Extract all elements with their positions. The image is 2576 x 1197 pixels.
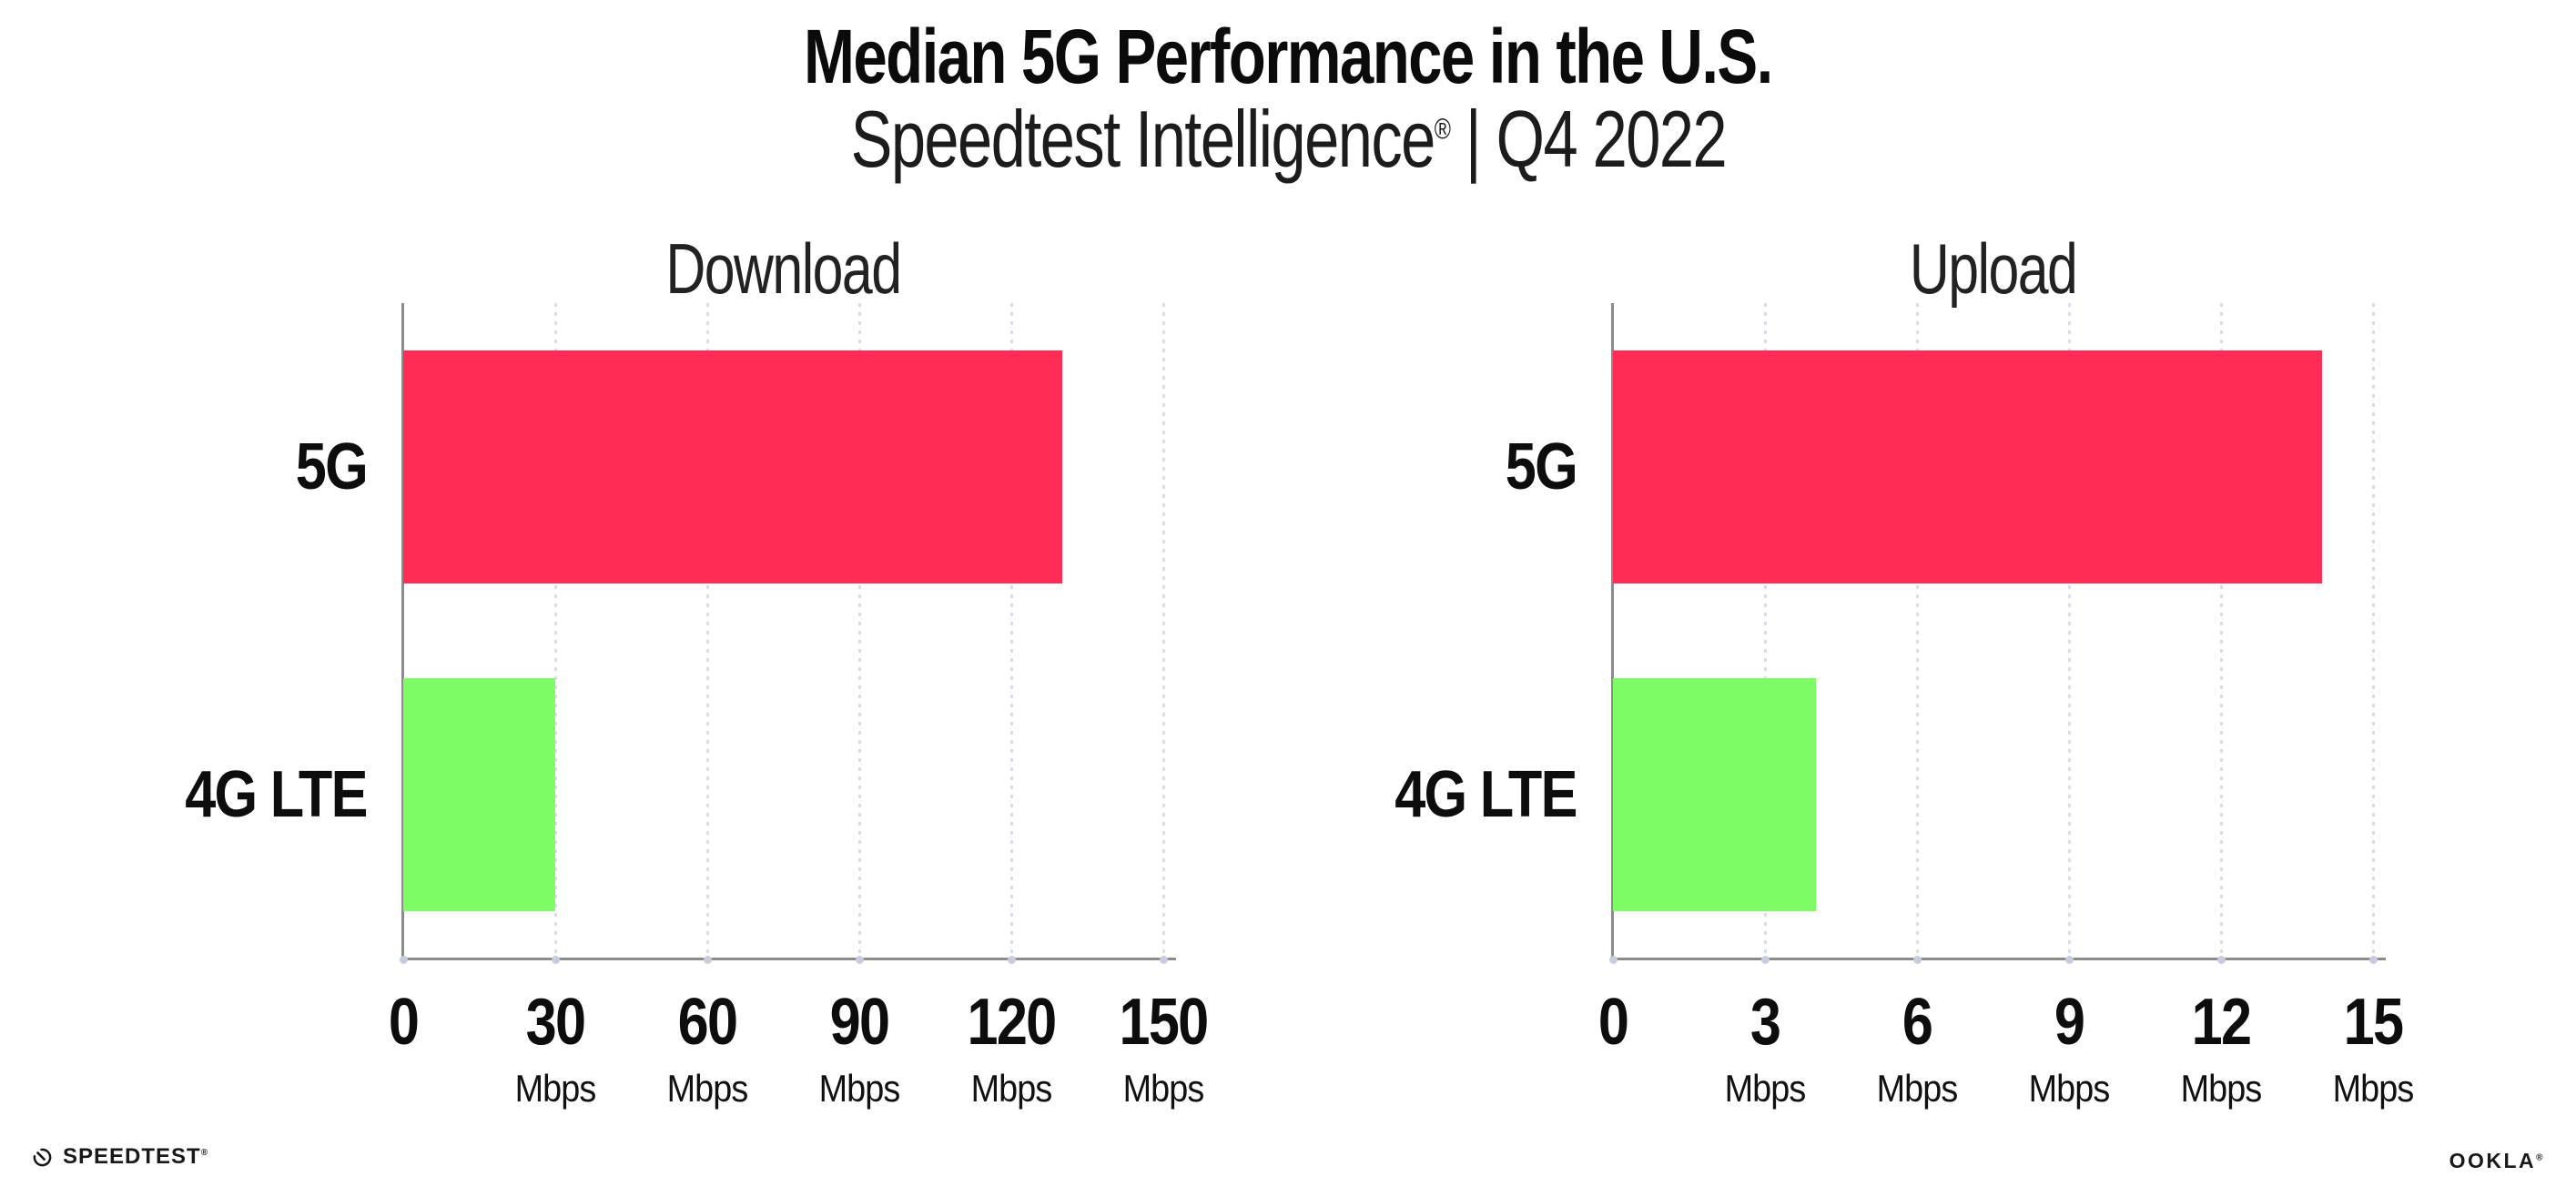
axis-tick bbox=[856, 956, 864, 964]
registered-trademark-icon: ® bbox=[1434, 112, 1450, 146]
axis-tick bbox=[1160, 956, 1168, 964]
x-axis bbox=[1611, 958, 2386, 960]
x-tick-label: 120 bbox=[967, 986, 1057, 1059]
axis-tick bbox=[400, 956, 408, 964]
x-tick-unit: Mbps bbox=[514, 1067, 597, 1110]
x-tick-label: 0 bbox=[388, 986, 420, 1059]
x-tick-label: 150 bbox=[1119, 986, 1209, 1059]
gridline bbox=[554, 303, 557, 959]
download-plot-area bbox=[400, 303, 1176, 964]
upload-category-axis: 5G 4G LTE bbox=[1364, 303, 1578, 959]
axis-tick bbox=[1008, 956, 1016, 964]
category-label-5g: 5G bbox=[1505, 431, 1578, 503]
x-tick-label: 9 bbox=[2054, 986, 2085, 1059]
download-x-tick-units: Mbps Mbps Mbps Mbps Mbps bbox=[403, 1067, 1205, 1118]
gridline bbox=[1764, 303, 1767, 959]
x-tick-unit: Mbps bbox=[2332, 1067, 2415, 1110]
x-tick-unit: Mbps bbox=[970, 1067, 1053, 1110]
x-tick-label: 6 bbox=[1902, 986, 1933, 1059]
category-label-5g: 5G bbox=[295, 431, 369, 503]
page-subtitle-text: Speedtest Intelligence® | Q4 2022 bbox=[850, 93, 1728, 186]
category-label-4g-lte: 4G LTE bbox=[1394, 758, 1578, 831]
download-category-axis: 5G 4G LTE bbox=[155, 303, 369, 959]
axis-tick bbox=[2369, 956, 2378, 964]
x-tick-unit: Mbps bbox=[666, 1067, 749, 1110]
download-chart-title: Download bbox=[665, 228, 902, 309]
speedtest-wordmark: SPEEDTEST® bbox=[63, 1144, 209, 1169]
page-subtitle: Speedtest Intelligence® | Q4 2022 bbox=[0, 93, 2576, 186]
download-bar-4g-lte bbox=[403, 678, 555, 911]
page-title-text: Median 5G Performance in the U.S. bbox=[804, 14, 1773, 99]
download-bar-5g bbox=[403, 350, 1062, 583]
axis-tick bbox=[704, 956, 712, 964]
subtitle-brand: Speedtest Intelligence bbox=[850, 94, 1435, 184]
x-tick-label: 60 bbox=[677, 986, 738, 1059]
ookla-logo: OOKLA® bbox=[2449, 1149, 2545, 1173]
upload-plot-area bbox=[1609, 303, 2386, 964]
axis-tick bbox=[1913, 956, 1922, 964]
axis-tick bbox=[2065, 956, 2074, 964]
axis-tick bbox=[2217, 956, 2226, 964]
x-tick-label: 15 bbox=[2343, 986, 2404, 1059]
gridline bbox=[1162, 303, 1165, 959]
gridline bbox=[1010, 303, 1013, 959]
download-x-tick-labels: 0 30 60 90 120 150 bbox=[389, 985, 1209, 1063]
gridline bbox=[2220, 303, 2223, 959]
upload-bar-5g bbox=[1613, 350, 2323, 583]
x-tick-unit: Mbps bbox=[818, 1067, 901, 1110]
x-tick-label: 0 bbox=[1597, 986, 1629, 1059]
trademark-icon: ® bbox=[200, 1148, 209, 1158]
upload-x-tick-units: Mbps Mbps Mbps Mbps Mbps bbox=[1613, 1067, 2415, 1118]
y-axis bbox=[1611, 303, 1614, 959]
y-axis bbox=[401, 303, 404, 959]
x-tick-unit: Mbps bbox=[2028, 1067, 2111, 1110]
speedtest-gauge-icon bbox=[33, 1148, 52, 1166]
page-title: Median 5G Performance in the U.S. bbox=[0, 13, 2576, 101]
subtitle-period: | Q4 2022 bbox=[1449, 94, 1728, 184]
upload-chart-title: Upload bbox=[1909, 228, 2078, 309]
axis-tick bbox=[552, 956, 560, 964]
ookla-wordmark: OOKLA bbox=[2449, 1149, 2537, 1172]
upload-chart: Upload 5G 4G LTE 0 3 6 9 12 15 Mbps Mbps Mbps Mbp… bbox=[1364, 228, 2420, 1147]
registered-icon: ® bbox=[2536, 1152, 2545, 1163]
x-tick-label: 30 bbox=[525, 986, 586, 1059]
axis-tick bbox=[1609, 956, 1618, 964]
speedtest-logo: SPEEDTEST® bbox=[32, 1143, 208, 1171]
axis-tick bbox=[1761, 956, 1770, 964]
category-label-4g-lte: 4G LTE bbox=[185, 758, 369, 831]
x-tick-label: 3 bbox=[1749, 986, 1781, 1059]
upload-bar-4g-lte bbox=[1613, 678, 1816, 911]
gridline bbox=[2372, 303, 2375, 959]
gridline bbox=[858, 303, 861, 959]
x-tick-label: 12 bbox=[2191, 986, 2252, 1059]
download-chart: Download 5G 4G LTE 0 30 60 90 120 150 Mbps Mbps… bbox=[155, 228, 1211, 1147]
upload-x-tick-labels: 0 3 6 9 12 15 bbox=[1598, 985, 2404, 1063]
x-tick-unit: Mbps bbox=[1122, 1067, 1205, 1110]
gridline bbox=[1916, 303, 1919, 959]
x-tick-unit: Mbps bbox=[2180, 1067, 2263, 1110]
gridline bbox=[2068, 303, 2071, 959]
x-tick-unit: Mbps bbox=[1724, 1067, 1807, 1110]
x-tick-label: 90 bbox=[829, 986, 890, 1059]
x-tick-unit: Mbps bbox=[1876, 1067, 1959, 1110]
x-axis bbox=[401, 958, 1176, 960]
gridline bbox=[706, 303, 709, 959]
